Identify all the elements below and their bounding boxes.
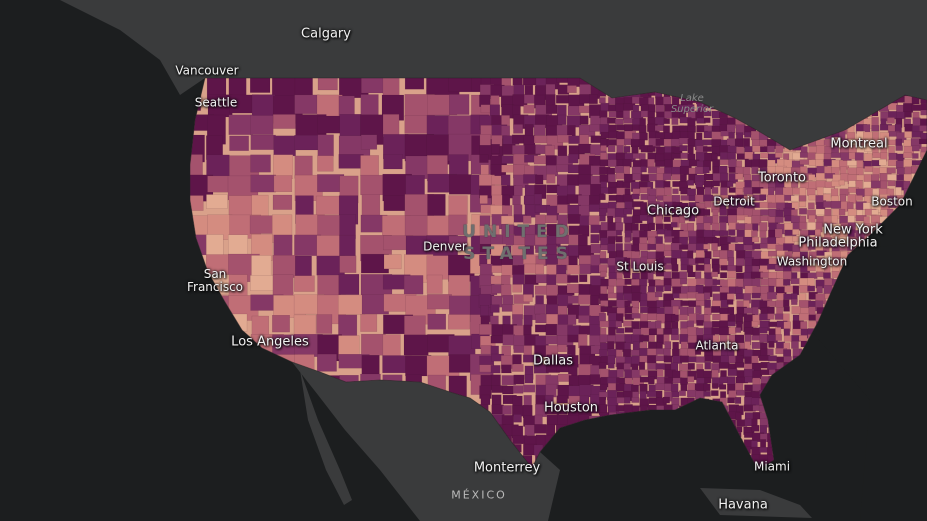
label-washington: Washington (776, 254, 848, 269)
label-san-francisco-line1: San (203, 267, 227, 281)
label-los-angeles: Los Angeles (231, 334, 309, 350)
label-lake-superior-line2: Superior (670, 104, 714, 115)
label-boston: Boston (871, 194, 913, 209)
label-united-states-line1: UNITED (462, 222, 576, 242)
label-lake-superior: Lake Superior (671, 93, 713, 115)
label-united-states-line2: STATES (463, 244, 575, 264)
label-miami: Miami (753, 459, 791, 474)
label-monterrey: Monterrey (473, 460, 541, 476)
label-montreal: Montreal (830, 136, 888, 152)
label-lake-superior-line1: Lake (680, 93, 704, 104)
label-chicago: Chicago (646, 203, 700, 219)
label-san-francisco: San Francisco (187, 268, 243, 294)
label-san-francisco-line2: Francisco (186, 280, 244, 294)
label-vancouver: Vancouver (175, 63, 239, 78)
label-toronto: Toronto (758, 170, 806, 186)
label-new-york: New York (823, 222, 883, 238)
label-st-louis: St Louis (616, 259, 664, 274)
label-atlanta: Atlanta (695, 338, 739, 353)
label-calgary: Calgary (301, 26, 351, 42)
label-dallas: Dallas (533, 353, 573, 369)
label-houston: Houston (543, 400, 599, 416)
label-mexico: MÉXICO (451, 488, 507, 502)
label-havana: Havana (718, 497, 768, 513)
label-philadelphia: Philadelphia (798, 235, 878, 251)
label-detroit: Detroit (713, 194, 755, 209)
label-united-states: UNITED STATES (462, 221, 576, 265)
label-seattle: Seattle (194, 95, 238, 110)
label-denver: Denver (423, 239, 467, 254)
